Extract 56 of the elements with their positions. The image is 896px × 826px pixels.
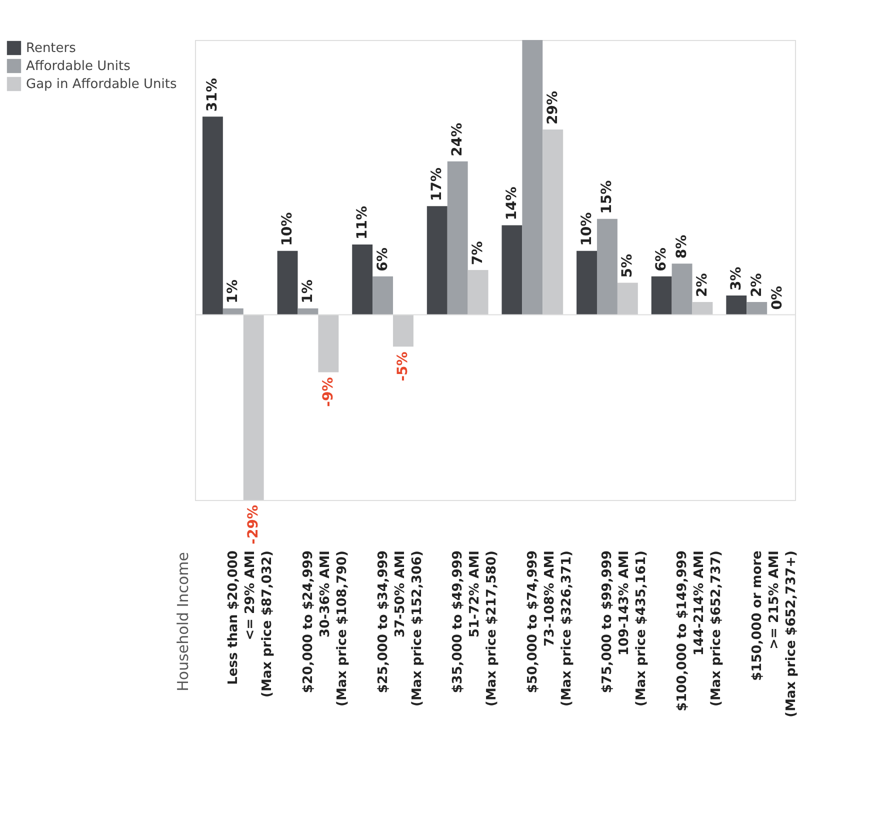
bar — [447, 161, 468, 315]
bar — [502, 225, 522, 315]
bar — [468, 270, 488, 315]
data-label: 0% — [769, 286, 786, 310]
bar — [672, 264, 692, 315]
bar — [426, 206, 448, 315]
data-label: 2% — [694, 273, 710, 297]
data-label: 1% — [225, 280, 242, 304]
bar — [651, 276, 672, 315]
x-tick-label: $75,000 to $99,999 109-143% AMI (Max price $435,161) — [600, 550, 650, 706]
data-label: 14% — [504, 186, 520, 220]
bar — [318, 314, 339, 372]
bar — [692, 302, 713, 315]
data-label: 7% — [470, 241, 486, 265]
data-label: 6% — [654, 248, 670, 272]
x-tick-label: $150,000 or more >= 215% AMI (Max price $652,737+) — [750, 550, 799, 718]
legend-label: Gap in Affordable Units — [26, 77, 178, 92]
data-label: 1% — [300, 280, 316, 304]
x-tick-label: Less than $20,000 <= 29% AMI (Max price $87,032) — [226, 550, 276, 698]
data-label: 10% — [280, 212, 296, 246]
data-label: -29% — [246, 505, 262, 544]
bar — [576, 250, 597, 315]
data-label: 3% — [728, 266, 744, 291]
data-label: 6% — [374, 248, 391, 272]
bar — [596, 218, 618, 315]
bar — [372, 276, 394, 315]
bar — [352, 244, 373, 315]
text: Household Income — [174, 552, 192, 692]
data-label: 11% — [354, 206, 370, 240]
data-label: 17% — [429, 168, 446, 202]
x-tick-label: $100,000 to $149,999 144-214% AMI (Max price $652,737) — [675, 550, 724, 712]
legend-label: Affordable Units — [26, 59, 131, 74]
data-label: 5% — [620, 254, 636, 278]
legend-label: Renters — [26, 41, 76, 56]
bar — [617, 282, 638, 315]
data-label: -9% — [320, 377, 336, 407]
data-label: 15% — [599, 180, 616, 214]
bar — [393, 314, 414, 347]
data-label: 2% — [748, 273, 765, 297]
bar — [726, 296, 747, 315]
bar — [243, 314, 264, 500]
data-label: 24% — [450, 122, 466, 156]
bar — [202, 116, 223, 315]
bar — [522, 40, 543, 315]
x-tick-label: $25,000 to $34,999 37-50% AMI (Max price $152,306) — [376, 550, 425, 706]
data-label: 31% — [204, 78, 221, 112]
bar — [542, 129, 564, 315]
bar — [746, 302, 768, 315]
x-tick-label: $20,000 to $24,999 30-36% AMI (Max price $108,790) — [300, 550, 350, 706]
data-label: 29% — [544, 90, 561, 124]
bar — [277, 250, 298, 315]
x-tick-label: $50,000 to $74,999 73-108% AMI (Max price $326,371) — [525, 550, 574, 706]
data-label: 8% — [674, 234, 690, 259]
x-tick-label: $35,000 to $49,999 51-72% AMI (Max price $217,580) — [450, 550, 500, 706]
data-label: 10% — [578, 212, 595, 246]
data-label: -5% — [395, 352, 412, 382]
